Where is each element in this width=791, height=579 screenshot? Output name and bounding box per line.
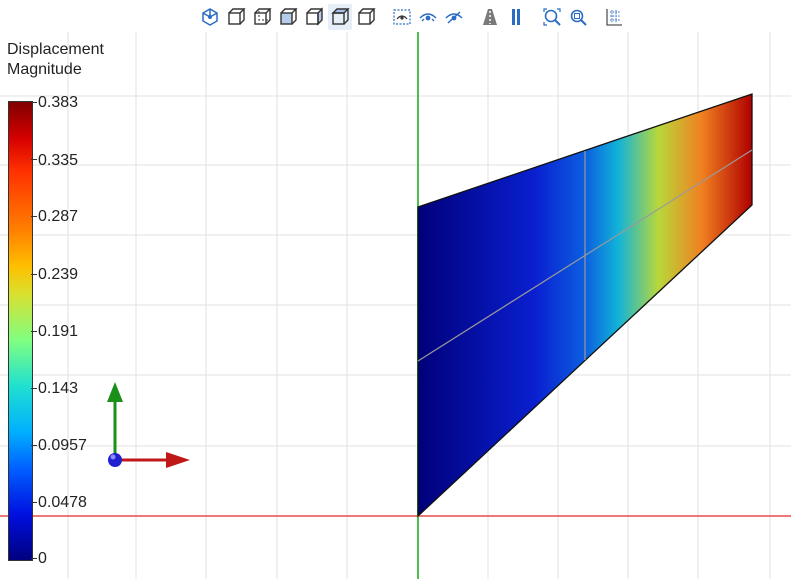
hide-grid-button[interactable] — [390, 4, 414, 30]
view-left-button[interactable] — [276, 4, 300, 30]
legend-title: Displacement Magnitude — [7, 40, 104, 80]
legend-label-2: 0.287 — [38, 208, 79, 225]
view-right-button[interactable] — [302, 4, 326, 30]
view-front-icon — [228, 8, 246, 25]
triad-x-head — [166, 452, 190, 468]
zoom-box-button[interactable] — [566, 4, 590, 30]
legend-label-7: 0.0478 — [38, 494, 87, 511]
legend-title-line1: Displacement — [7, 41, 104, 58]
legend-tick-3 — [31, 274, 37, 275]
triad-y-head — [107, 382, 123, 402]
hide-button[interactable] — [442, 4, 466, 30]
view-right-icon — [306, 7, 323, 26]
grid-settings-icon — [606, 9, 622, 26]
legend-label-3: 0.239 — [38, 266, 79, 283]
legend-label-0: 0.383 — [38, 94, 79, 111]
show-all-icon — [419, 13, 437, 22]
zoom-fit-button[interactable] — [540, 4, 564, 30]
legend-tick-2 — [31, 216, 37, 217]
grid-settings-button[interactable] — [602, 4, 626, 30]
legend-tick-7 — [31, 502, 37, 503]
view-left-icon — [280, 8, 298, 25]
orthographic-icon — [512, 9, 520, 25]
legend-tick-6 — [31, 445, 37, 446]
view-back-icon — [254, 8, 272, 25]
background-grid — [0, 32, 791, 579]
perspective-button[interactable] — [478, 4, 502, 30]
orthographic-button[interactable] — [504, 4, 528, 30]
hide-icon — [445, 11, 463, 24]
legend-tick-8 — [31, 558, 37, 559]
view-front-button[interactable] — [224, 4, 248, 30]
legend-tick-0 — [31, 102, 37, 103]
view-bottom-icon — [358, 8, 376, 25]
legend-tick-1 — [31, 159, 37, 160]
zoom-box-icon — [570, 9, 587, 26]
view-top-button[interactable] — [328, 4, 352, 30]
legend-label-5: 0.143 — [38, 380, 79, 397]
zoom-fit-icon — [543, 8, 561, 26]
hide-grid-icon — [393, 9, 411, 25]
perspective-icon — [483, 9, 497, 25]
view-top-icon — [331, 8, 350, 25]
view-toolbar — [198, 2, 628, 32]
legend-label-8: 0 — [38, 550, 47, 567]
legend-label-1: 0.335 — [38, 152, 79, 169]
legend-label-4: 0.191 — [38, 323, 79, 340]
legend-tick-4 — [31, 331, 37, 332]
view-bottom-button[interactable] — [354, 4, 378, 30]
axis-triad — [107, 382, 190, 468]
legend-label-6: 0.0957 — [38, 437, 87, 454]
view-isometric-icon — [202, 8, 218, 26]
view-isometric-button[interactable] — [198, 4, 222, 30]
legend-tick-5 — [31, 388, 37, 389]
view-back-button[interactable] — [250, 4, 274, 30]
legend-colorbar — [8, 101, 33, 561]
show-all-button[interactable] — [416, 4, 440, 30]
triad-z-dot — [108, 453, 122, 467]
legend-title-line2: Magnitude — [7, 61, 82, 78]
